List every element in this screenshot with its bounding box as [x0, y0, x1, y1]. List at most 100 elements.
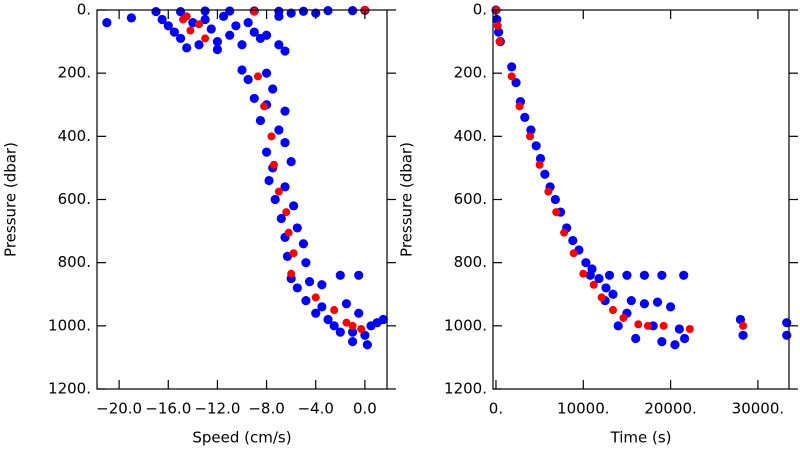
x-tick-label: −4.0 — [298, 400, 334, 418]
point — [515, 102, 524, 111]
y-tick-label: 400. — [58, 127, 91, 145]
point — [276, 213, 286, 224]
point — [323, 6, 333, 16]
point — [212, 36, 223, 47]
point — [659, 321, 668, 330]
point — [200, 14, 210, 25]
x-tick-label: 30000. — [732, 400, 785, 418]
y-axis-label: Pressure (dbar) — [398, 142, 416, 257]
point — [608, 306, 617, 315]
y-tick-label: 0. — [77, 1, 91, 19]
point — [626, 295, 636, 306]
point — [255, 115, 266, 126]
point — [550, 194, 560, 205]
y-tick-label: 800. — [58, 253, 91, 271]
point — [329, 321, 339, 331]
point — [243, 74, 253, 85]
point — [674, 324, 684, 334]
point — [531, 141, 541, 151]
point — [643, 321, 652, 330]
point — [347, 337, 358, 347]
point — [666, 302, 676, 312]
point — [301, 258, 311, 268]
x-tick-label: 0. — [489, 400, 503, 418]
x-tick-label: −20.0 — [96, 400, 142, 418]
point — [261, 147, 272, 157]
point — [317, 302, 327, 312]
point — [201, 34, 210, 43]
point — [269, 160, 278, 169]
y-tick-label: 1000. — [444, 316, 487, 334]
point — [347, 6, 358, 16]
point — [354, 308, 364, 318]
point — [274, 125, 284, 135]
point — [535, 153, 546, 164]
point — [280, 182, 290, 192]
point — [267, 132, 276, 141]
point — [237, 65, 247, 75]
y-tick-label: 800. — [454, 253, 487, 271]
x-axis-label: Speed (cm/s) — [192, 429, 291, 447]
point — [194, 40, 204, 50]
point — [579, 269, 588, 278]
point — [194, 20, 203, 29]
point — [286, 8, 296, 18]
point — [335, 270, 345, 280]
y-tick-label: 600. — [58, 190, 91, 208]
point — [280, 46, 290, 56]
point — [357, 324, 366, 333]
x-tick-label: 10000. — [557, 400, 610, 418]
point — [317, 280, 327, 290]
point — [298, 6, 309, 16]
point — [261, 68, 272, 78]
point — [206, 24, 216, 34]
point — [175, 6, 186, 17]
point — [260, 102, 269, 111]
point — [493, 21, 502, 30]
point — [520, 112, 530, 122]
point — [670, 340, 680, 350]
point — [102, 18, 112, 28]
point — [552, 208, 561, 217]
point — [261, 30, 272, 40]
point — [231, 21, 241, 31]
point — [544, 187, 553, 196]
point — [362, 340, 372, 350]
point — [268, 84, 278, 94]
x-tick-label: −12.0 — [194, 400, 240, 418]
point — [311, 308, 321, 318]
point — [589, 280, 598, 289]
point — [613, 321, 623, 331]
point — [604, 270, 615, 280]
point — [652, 297, 663, 307]
point — [594, 273, 604, 284]
point — [287, 269, 296, 278]
point — [348, 321, 357, 330]
point — [511, 78, 521, 88]
point — [253, 72, 262, 81]
x-axis-label: Time (s) — [610, 429, 672, 447]
point — [608, 289, 618, 299]
x-tick-label: −8.0 — [248, 400, 284, 418]
point — [634, 320, 643, 329]
point — [250, 7, 259, 16]
point — [568, 235, 578, 246]
point — [639, 270, 650, 280]
point — [738, 330, 748, 340]
point — [212, 44, 223, 55]
point — [360, 330, 370, 340]
point — [298, 239, 309, 249]
point — [292, 223, 302, 233]
y-tick-label: 1200. — [444, 380, 487, 398]
point — [507, 72, 516, 81]
point — [493, 27, 504, 37]
point — [330, 306, 339, 315]
point — [347, 327, 358, 337]
point — [619, 313, 628, 322]
point — [341, 299, 352, 309]
point — [560, 228, 569, 237]
point — [270, 194, 280, 205]
point — [631, 333, 641, 344]
point — [151, 6, 161, 17]
